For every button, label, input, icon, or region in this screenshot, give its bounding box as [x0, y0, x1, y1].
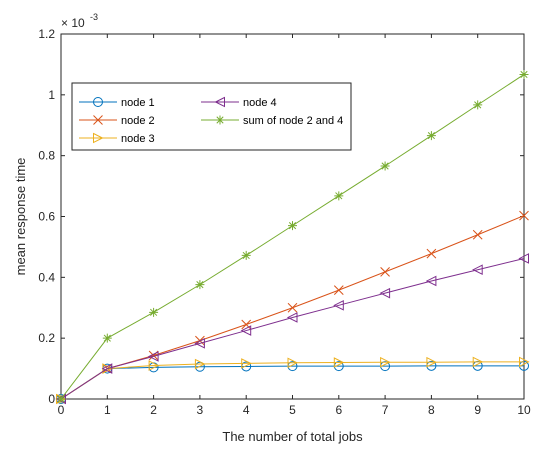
data-point-node-2 [287, 302, 298, 313]
legend-marker-node-2 [93, 115, 103, 125]
data-point-node-2 [426, 248, 437, 259]
y-exponent-base: × 10 [61, 16, 85, 30]
legend-item-node-3: node 3 [79, 132, 155, 145]
data-point-node-3 [287, 357, 299, 369]
data-point-node-4 [379, 287, 391, 299]
data-point-node-3 [472, 356, 484, 368]
data-point-node-3 [333, 357, 345, 368]
data-point-sum-of-node-2-and-4 [56, 394, 66, 404]
legend-label-node-3: node 3 [121, 133, 155, 145]
legend-marker-sum-of-node-2-and-4 [215, 115, 225, 125]
x-tick-label: 0 [58, 403, 65, 417]
legend-marker-node-1 [93, 97, 103, 107]
data-point-node-4 [518, 253, 529, 264]
x-tick-label: 6 [335, 403, 342, 417]
data-point-node-4 [425, 275, 437, 287]
legend-label-sum-of-node-2-and-4: sum of node 2 and 4 [243, 115, 343, 127]
data-point-sum-of-node-2-and-4 [473, 100, 483, 110]
x-tick-label: 5 [289, 403, 296, 417]
legend-item-node-4: node 4 [201, 96, 277, 109]
x-tick-label: 1 [104, 403, 111, 417]
legend-label-node-1: node 1 [121, 97, 155, 109]
data-point-node-3 [426, 356, 438, 368]
x-axis-label: The number of total jobs [222, 429, 363, 444]
data-point-sum-of-node-2-and-4 [102, 333, 112, 343]
x-tick-label: 2 [150, 403, 157, 417]
legend: node 1 node 2 node 3 node 4 sum of node 2 an… [71, 82, 352, 151]
data-point-node-2 [241, 319, 252, 330]
legend-box [71, 82, 352, 151]
y-exponent-power: -3 [90, 12, 98, 22]
y-exponent: × 10 -3 [61, 12, 98, 30]
data-point-sum-of-node-2-and-4 [195, 280, 205, 290]
y-tick-label: 1.2 [38, 27, 55, 41]
legend-item-node-1: node 1 [79, 97, 155, 109]
x-tick-label: 10 [517, 403, 531, 417]
axes: 0 1 2 3 4 5 6 7 8 9 10 0 0.2 0.4 0.6 0.8 1 1.2 [38, 27, 531, 417]
y-tick-label: 0.8 [38, 149, 55, 163]
data-point-node-4 [240, 325, 252, 336]
y-tick-label: 0.6 [38, 210, 55, 224]
data-point-sum-of-node-2-and-4 [241, 250, 251, 260]
y-tick-label: 0.2 [38, 331, 55, 345]
legend-marker-node-4 [214, 96, 225, 108]
y-tick-label: 1 [48, 88, 55, 102]
series-layer [55, 69, 530, 405]
legend-item-sum-of-node-2-and-4: sum of node 2 and 4 [201, 115, 343, 127]
data-point-node-4 [101, 363, 113, 374]
data-point-node-3 [519, 356, 530, 368]
data-point-node-3 [380, 356, 391, 368]
legend-item-node-2: node 2 [79, 115, 155, 127]
data-point-sum-of-node-2-and-4 [380, 161, 390, 171]
x-tick-label: 8 [428, 403, 435, 417]
legend-marker-node-3 [93, 132, 104, 144]
data-point-node-4 [194, 338, 205, 349]
data-point-node-2 [519, 210, 529, 221]
series-line-node-4 [60, 257, 525, 400]
data-point-node-4 [333, 300, 344, 311]
data-point-node-3 [241, 358, 252, 369]
x-tick-label: 3 [197, 403, 204, 417]
data-point-node-4 [286, 312, 298, 323]
data-point-node-4 [472, 264, 483, 276]
x-tick-label: 7 [382, 403, 389, 417]
data-point-node-2 [333, 285, 344, 295]
data-point-node-3 [148, 360, 160, 371]
y-tick-label: 0 [48, 392, 55, 406]
x-tick-label: 9 [474, 403, 481, 417]
data-point-sum-of-node-2-and-4 [426, 131, 436, 141]
legend-label-node-2: node 2 [121, 115, 155, 127]
data-point-node-4 [147, 351, 159, 362]
data-point-sum-of-node-2-and-4 [334, 191, 344, 201]
data-point-sum-of-node-2-and-4 [519, 69, 529, 79]
data-point-node-2 [380, 267, 390, 277]
x-tick-label: 4 [243, 403, 250, 417]
data-point-sum-of-node-2-and-4 [149, 307, 159, 317]
data-point-sum-of-node-2-and-4 [288, 221, 297, 231]
data-point-node-3 [194, 358, 206, 370]
y-tick-label: 0.4 [38, 270, 55, 284]
y-axis-label: mean response time [13, 158, 28, 276]
series-sum-of-node-2-and-4 [56, 69, 529, 404]
data-point-node-2 [472, 229, 483, 240]
series-line-node-3 [60, 361, 524, 400]
series-node-4 [55, 253, 529, 405]
series-line-node-1 [60, 365, 524, 400]
legend-label-node-4: node 4 [243, 97, 277, 109]
